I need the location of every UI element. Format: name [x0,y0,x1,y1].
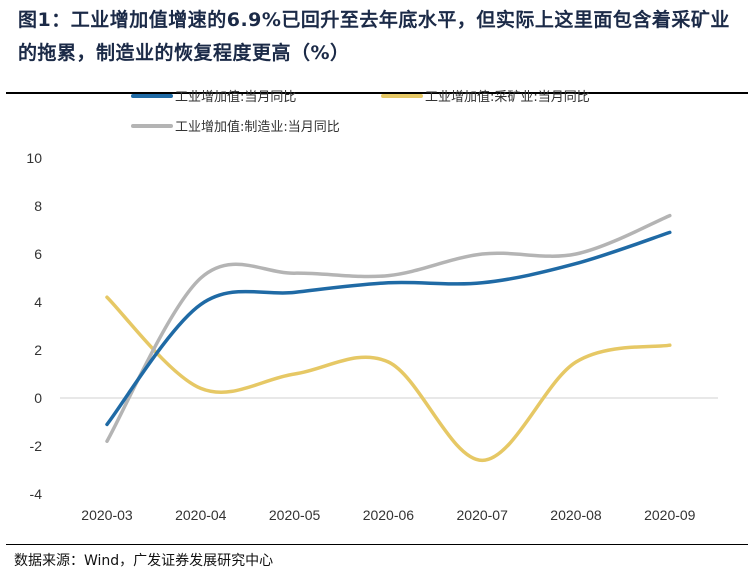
x-tick-label: 2020-05 [269,507,321,523]
x-tick-label: 2020-04 [175,507,227,523]
series-line-0 [105,230,672,427]
legend-item-mining: 工业增加值:采矿业:当月同比 [381,86,590,105]
series-line-1 [105,295,672,463]
series-line-2 [105,213,672,443]
legend-swatch [131,123,173,128]
y-tick-label: -4 [30,486,43,502]
y-tick-label: 4 [34,294,42,310]
legend-item-total: 工业增加值:当月同比 [131,86,296,105]
x-tick-label: 2020-06 [363,507,415,523]
legend-item-manufacturing: 工业增加值:制造业:当月同比 [131,116,340,135]
legend-swatch [381,93,423,98]
x-tick-label: 2020-07 [457,507,509,523]
legend-label: 工业增加值:制造业:当月同比 [175,120,340,135]
y-tick-label: -2 [30,438,43,454]
x-tick-label: 2020-08 [550,507,602,523]
x-tick-label: 2020-09 [644,507,696,523]
legend-label: 工业增加值:当月同比 [175,90,297,105]
y-tick-label: 0 [34,390,42,406]
chart-title: 图1：工业增加值增速的6.9%已回升至去年底水平，但实际上这里面包含着采矿业的拖… [18,9,730,64]
legend-label: 工业增加值:采矿业:当月同比 [425,90,590,105]
y-tick-label: 2 [34,342,42,358]
footer-divider [6,544,748,545]
y-tick-label: 6 [34,246,42,262]
x-tick-label: 2020-03 [81,507,133,523]
y-tick-label: 10 [26,150,42,166]
y-tick-label: 8 [34,198,42,214]
source-note: 数据来源：Wind，广发证券发展研究中心 [14,553,274,569]
legend-swatch [131,93,173,98]
title-divider [6,92,748,94]
